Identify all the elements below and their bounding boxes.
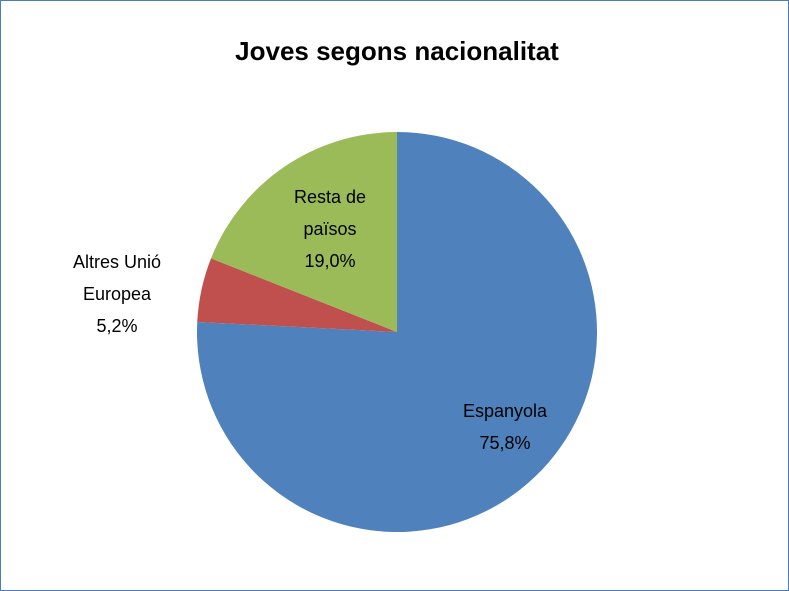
slice-value: 75,8%: [479, 433, 531, 453]
slice-value: 19,0%: [304, 251, 356, 271]
data-label: Resta de països 19,0%: [282, 181, 378, 277]
pie-slice: [211, 132, 397, 332]
pie-slice: [197, 258, 397, 332]
chart-title: Joves segons nacionalitat: [235, 36, 559, 66]
data-label: Espanyola 75,8%: [440, 395, 570, 459]
data-label: Altres Unió Europea 5,2%: [61, 246, 173, 342]
slice-name: Altres Unió Europea: [72, 252, 162, 304]
slice-value: 5,2%: [96, 316, 138, 336]
slice-name: Resta de països: [293, 187, 367, 239]
pie-slice: [197, 132, 597, 532]
slice-name: Espanyola: [462, 401, 548, 421]
